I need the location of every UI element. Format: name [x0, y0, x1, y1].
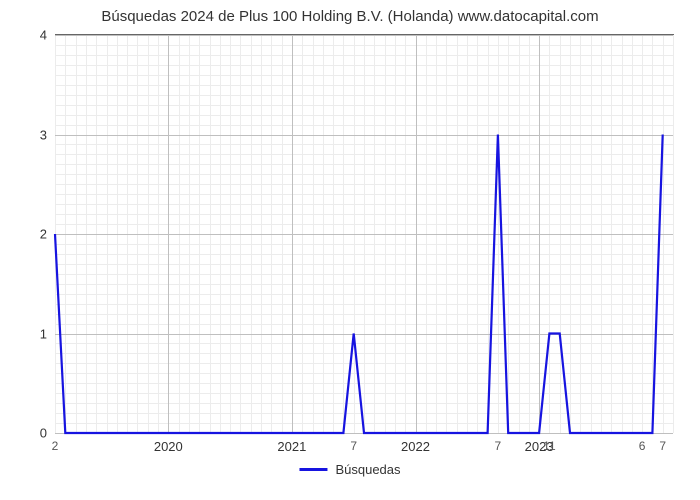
x-axis-value-label: 11 — [543, 433, 555, 453]
line-series — [55, 35, 673, 433]
x-axis-value-label: 7 — [659, 433, 666, 453]
y-axis-tick-label: 3 — [40, 127, 55, 142]
grid-minor-v — [673, 35, 674, 433]
x-axis-value-label: 2 — [52, 433, 59, 453]
legend: Búsquedas — [299, 462, 400, 477]
y-axis-tick-label: 1 — [40, 326, 55, 341]
legend-swatch — [299, 468, 327, 471]
plot-area: 2020202120222023012342771167 — [55, 34, 674, 433]
x-axis-value-label: 7 — [350, 433, 357, 453]
x-axis-year-label: 2021 — [277, 433, 306, 454]
x-axis-value-label: 6 — [639, 433, 646, 453]
legend-label: Búsquedas — [335, 462, 400, 477]
series-polyline — [55, 135, 663, 434]
x-axis-value-label: 7 — [495, 433, 502, 453]
y-axis-tick-label: 2 — [40, 227, 55, 242]
x-axis-year-label: 2022 — [401, 433, 430, 454]
chart-container: Búsquedas 2024 de Plus 100 Holding B.V. … — [0, 0, 700, 500]
chart-title: Búsquedas 2024 de Plus 100 Holding B.V. … — [0, 0, 700, 25]
x-axis-year-label: 2020 — [154, 433, 183, 454]
y-axis-tick-label: 4 — [40, 28, 55, 43]
